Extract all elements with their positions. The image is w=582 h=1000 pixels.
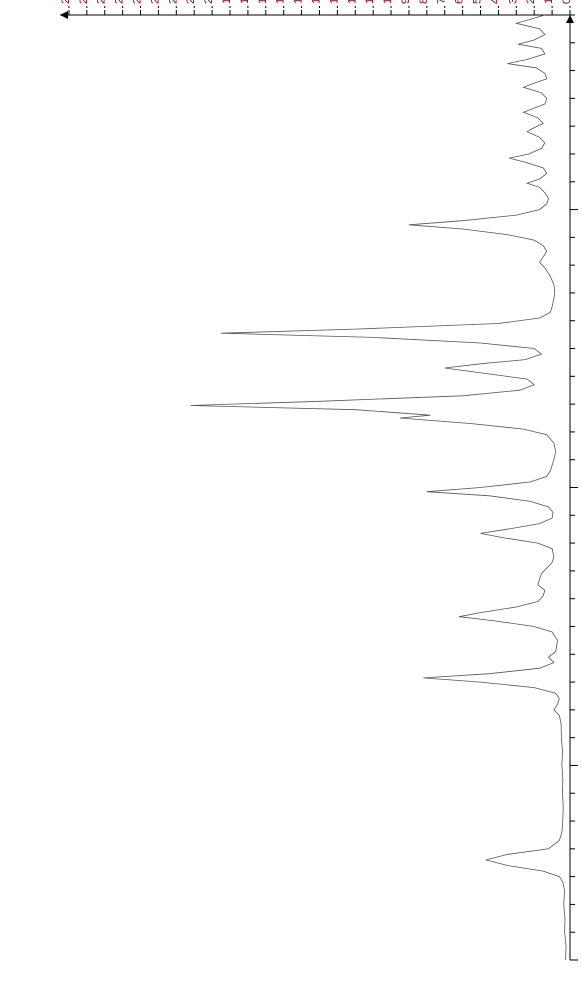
y-tick-label: 2100 bbox=[185, 0, 197, 4]
y-tick-label: 1100 bbox=[364, 0, 376, 4]
y-tick-label: 1700 bbox=[257, 0, 269, 4]
y-tick-label: 200 bbox=[525, 0, 537, 4]
y-tick-label: 0 bbox=[561, 0, 573, 4]
y-tick-label: 1600 bbox=[275, 0, 287, 4]
y-tick-label: 100 bbox=[543, 0, 555, 4]
y-tick-label: 2200 bbox=[167, 0, 179, 4]
y-tick-label: 2800 bbox=[60, 0, 72, 4]
y-tick-label: 1900 bbox=[221, 0, 233, 4]
y-tick-label: 2700 bbox=[78, 0, 90, 4]
y-tick-label: 300 bbox=[507, 0, 519, 4]
y-tick-label: 600 bbox=[454, 0, 466, 4]
y-tick-label: 900 bbox=[400, 0, 412, 4]
y-axis-arrow bbox=[60, 11, 68, 19]
y-tick-label: 700 bbox=[436, 0, 448, 4]
y-tick-label: 800 bbox=[418, 0, 430, 4]
y-tick-label: 2400 bbox=[132, 0, 144, 4]
y-tick-label: 1200 bbox=[346, 0, 358, 4]
y-tick-label: 1300 bbox=[328, 0, 340, 4]
y-tick-label: 1400 bbox=[310, 0, 322, 4]
chart-svg: 0 100 200 300 400 500 600 700 800 900 1000 1100 1200… bbox=[0, 0, 582, 1000]
diffraction-trace bbox=[191, 15, 566, 960]
y-tick-label: 1000 bbox=[382, 0, 394, 4]
y-tick-label: 2600 bbox=[96, 0, 108, 4]
y-tick-label: 500 bbox=[472, 0, 484, 4]
xrd-chart: 0 100 200 300 400 500 600 700 800 900 1000 1100 1200… bbox=[0, 0, 582, 1000]
x-axis-arrow bbox=[566, 15, 574, 23]
y-tick-label: 2000 bbox=[203, 0, 215, 4]
y-tick-label: 2500 bbox=[114, 0, 126, 4]
y-tick-label: 1500 bbox=[293, 0, 305, 4]
y-tick-label: 1800 bbox=[239, 0, 251, 4]
y-tick-label: 2300 bbox=[149, 0, 161, 4]
y-tick-label: 400 bbox=[489, 0, 501, 4]
